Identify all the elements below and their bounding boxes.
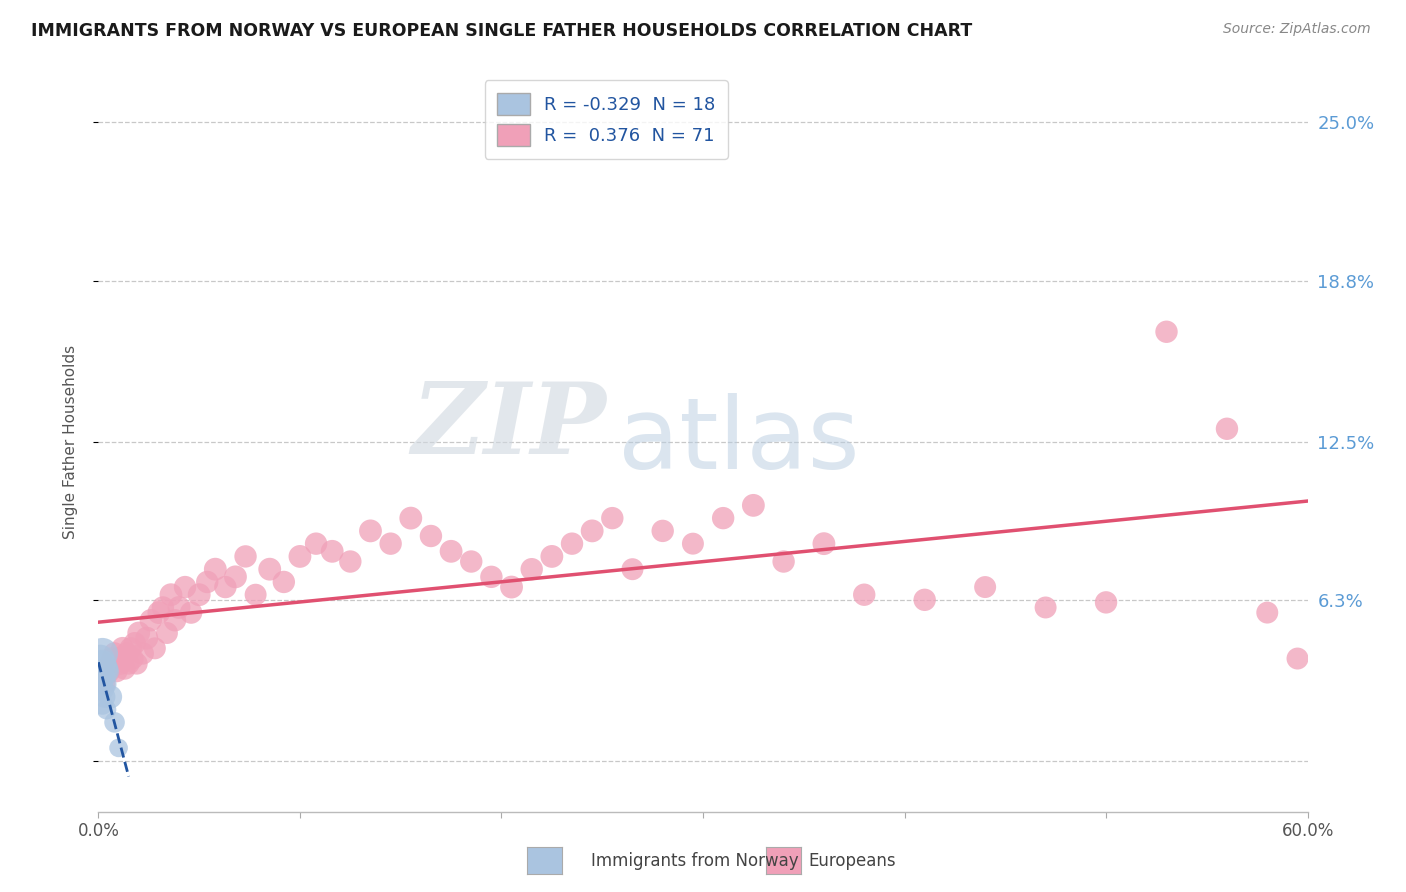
Point	[1256, 606, 1278, 620]
Point	[96, 703, 118, 717]
Point	[93, 677, 115, 691]
Point	[460, 555, 482, 569]
Point	[195, 574, 218, 589]
Point	[501, 580, 523, 594]
Point	[1286, 651, 1309, 665]
Point	[118, 657, 141, 671]
Point	[97, 665, 120, 679]
Point	[204, 562, 226, 576]
Point	[399, 511, 422, 525]
Point	[167, 600, 190, 615]
Point	[420, 529, 443, 543]
Point	[1035, 600, 1057, 615]
Point	[1216, 422, 1239, 436]
Point	[101, 651, 124, 665]
Point	[143, 641, 166, 656]
Text: Source: ZipAtlas.com: Source: ZipAtlas.com	[1223, 22, 1371, 37]
Text: ZIP: ZIP	[412, 378, 606, 475]
Point	[974, 580, 997, 594]
Point	[520, 562, 543, 576]
Point	[93, 677, 115, 691]
Point	[91, 682, 114, 697]
Point	[91, 647, 114, 661]
Point	[89, 672, 111, 686]
Point	[89, 651, 111, 665]
Point	[120, 641, 142, 656]
Point	[273, 574, 295, 589]
Point	[160, 588, 183, 602]
Point	[224, 570, 246, 584]
Text: IMMIGRANTS FROM NORWAY VS EUROPEAN SINGLE FATHER HOUSEHOLDS CORRELATION CHART: IMMIGRANTS FROM NORWAY VS EUROPEAN SINGL…	[31, 22, 972, 40]
Point	[163, 613, 186, 627]
Point	[440, 544, 463, 558]
Point	[288, 549, 311, 564]
Point	[115, 647, 138, 661]
Point	[1095, 595, 1118, 609]
Point	[259, 562, 281, 576]
Point	[125, 657, 148, 671]
Point	[135, 631, 157, 645]
Point	[93, 662, 115, 676]
Point	[132, 647, 155, 661]
Y-axis label: Single Father Households: Single Father Households	[63, 344, 77, 539]
Point	[89, 657, 111, 671]
Legend: R = -0.329  N = 18, R =  0.376  N = 71: R = -0.329 N = 18, R = 0.376 N = 71	[485, 80, 728, 159]
Point	[602, 511, 624, 525]
Point	[772, 555, 794, 569]
Point	[156, 626, 179, 640]
Point	[561, 536, 583, 550]
Point	[121, 651, 143, 665]
Point	[321, 544, 343, 558]
Text: Immigrants from Norway: Immigrants from Norway	[591, 852, 799, 870]
Point	[107, 651, 129, 665]
Point	[180, 606, 202, 620]
Point	[93, 690, 115, 704]
Point	[103, 715, 125, 730]
Point	[245, 588, 267, 602]
Point	[91, 657, 114, 671]
Text: Europeans: Europeans	[808, 852, 896, 870]
Point	[105, 665, 128, 679]
Point	[124, 636, 146, 650]
Point	[110, 657, 132, 671]
Point	[188, 588, 211, 602]
Point	[107, 740, 129, 755]
Point	[100, 657, 122, 671]
Point	[103, 647, 125, 661]
Point	[148, 606, 170, 620]
Point	[96, 665, 118, 679]
Point	[682, 536, 704, 550]
Point	[339, 555, 361, 569]
Point	[914, 592, 936, 607]
Point	[111, 641, 134, 656]
Point	[711, 511, 734, 525]
Point	[621, 562, 644, 576]
Point	[100, 690, 122, 704]
Point	[742, 499, 765, 513]
Point	[651, 524, 673, 538]
Point	[481, 570, 503, 584]
Point	[114, 662, 136, 676]
Point	[89, 682, 111, 697]
Point	[235, 549, 257, 564]
Point	[1156, 325, 1178, 339]
Point	[214, 580, 236, 594]
Point	[813, 536, 835, 550]
Point	[152, 600, 174, 615]
Point	[360, 524, 382, 538]
Point	[128, 626, 150, 640]
Point	[853, 588, 876, 602]
Point	[174, 580, 197, 594]
Point	[380, 536, 402, 550]
Point	[89, 665, 111, 679]
Point	[139, 613, 162, 627]
Point	[540, 549, 562, 564]
Text: atlas: atlas	[619, 393, 860, 490]
Point	[581, 524, 603, 538]
Point	[91, 698, 114, 712]
Point	[305, 536, 328, 550]
Point	[91, 669, 114, 683]
